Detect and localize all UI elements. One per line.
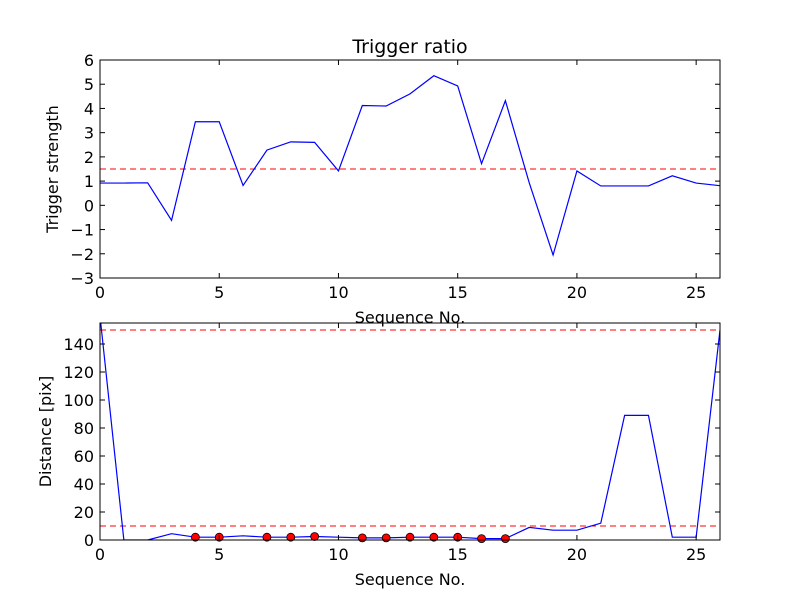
data-point-marker	[477, 534, 486, 543]
y-tick-label: −3	[70, 269, 94, 288]
y-tick-label: 1	[84, 172, 94, 191]
series-line	[100, 75, 720, 258]
x-axis-label: Sequence No.	[355, 570, 466, 589]
x-tick-label: 10	[328, 283, 348, 302]
x-tick-label: 25	[686, 545, 706, 564]
x-tick-label: 15	[448, 283, 468, 302]
x-tick-label: 25	[686, 283, 706, 302]
y-tick-label: 80	[74, 419, 94, 438]
y-tick-label: 100	[63, 391, 94, 410]
data-point-marker	[405, 532, 415, 542]
y-tick-label: 5	[84, 75, 94, 94]
x-tick-label: 5	[214, 545, 224, 564]
y-tick-label: −1	[70, 221, 94, 240]
x-tick-label: 5	[214, 283, 224, 302]
x-axis-label: Sequence No.	[355, 308, 466, 327]
y-tick-label: −2	[70, 245, 94, 264]
y-tick-label: 20	[74, 503, 94, 522]
x-tick-label: 20	[567, 283, 587, 302]
chart-title: Trigger ratio	[351, 36, 467, 58]
data-point-marker	[190, 532, 200, 542]
data-point-marker	[262, 532, 272, 542]
data-point-marker	[500, 534, 510, 543]
data-point-marker	[381, 533, 391, 543]
data-point-marker	[429, 532, 439, 542]
y-tick-label: 4	[84, 99, 94, 118]
y-axis-label: Trigger strength	[43, 105, 62, 234]
x-tick-label: 0	[95, 283, 105, 302]
x-tick-label: 20	[567, 545, 587, 564]
y-tick-label: 6	[84, 51, 94, 70]
data-point-marker	[357, 533, 367, 543]
y-tick-label: 140	[63, 335, 94, 354]
y-tick-label: 60	[74, 447, 94, 466]
trigger-ratio-chart: Trigger ratio 0 5 10 15 20 25 −3 −2 −1 0 1 2 3 4 5 6 Seq…	[43, 36, 721, 327]
plot-frame	[99, 59, 721, 279]
y-tick-label: 0	[84, 196, 94, 215]
data-point-marker	[310, 532, 320, 541]
y-tick-label: 2	[84, 148, 94, 167]
y-tick-label: 3	[84, 124, 94, 143]
x-tick-label: 10	[328, 545, 348, 564]
x-tick-label: 15	[448, 545, 468, 564]
distance-chart: 0 5 10 15 20 25 0 20 40 60 80 100 120 140 Sequence No.…	[36, 322, 721, 589]
y-tick-label: 40	[74, 475, 94, 494]
data-point-marker	[286, 532, 296, 542]
y-tick-label: 0	[84, 531, 94, 550]
y-axis-label: Distance [pix]	[36, 376, 55, 488]
x-tick-label: 0	[95, 545, 105, 564]
y-tick-label: 120	[63, 363, 94, 382]
plot-frame	[99, 322, 721, 541]
